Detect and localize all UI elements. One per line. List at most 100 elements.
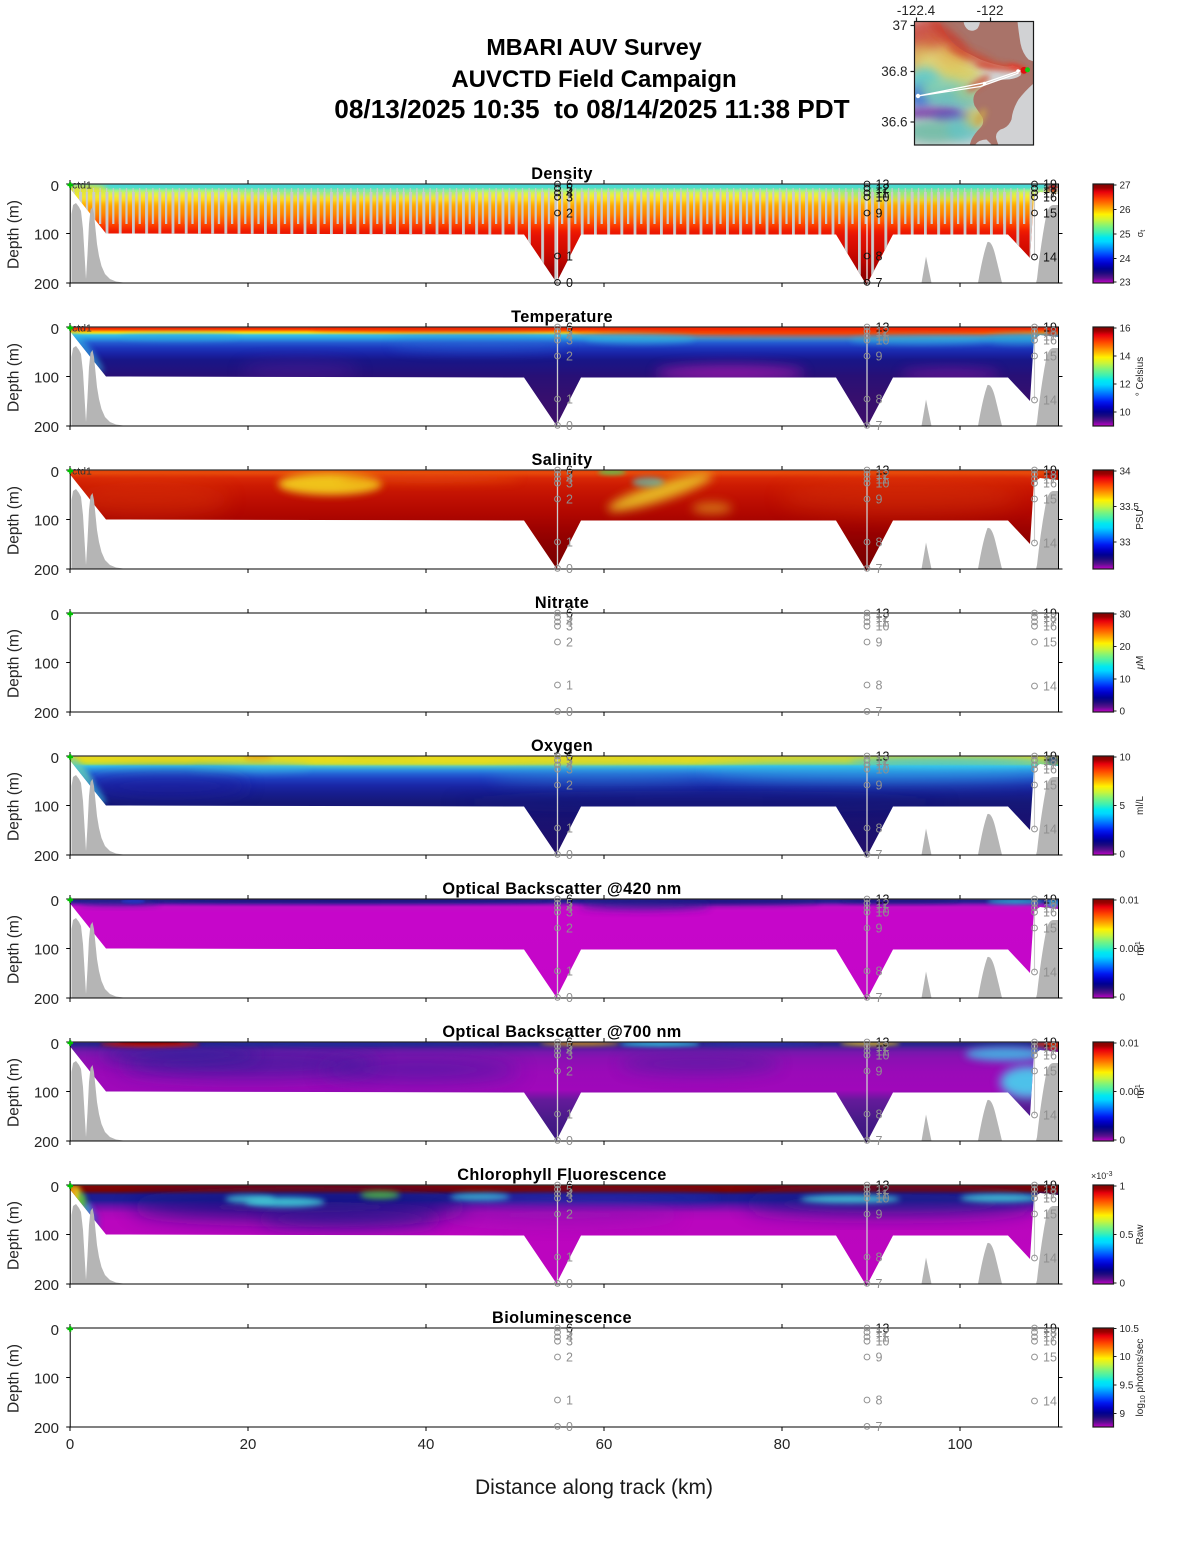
svg-text:5: 5 bbox=[566, 182, 573, 196]
svg-text:3: 3 bbox=[566, 1335, 573, 1349]
svg-text:12: 12 bbox=[876, 611, 890, 625]
svg-text:6: 6 bbox=[566, 1036, 573, 1050]
svg-text:0: 0 bbox=[566, 1134, 573, 1148]
svg-text:17: 17 bbox=[1043, 1187, 1057, 1201]
svg-text:4: 4 bbox=[566, 901, 573, 915]
svg-text:1: 1 bbox=[566, 250, 573, 264]
svg-text:10: 10 bbox=[876, 334, 890, 348]
svg-text:8: 8 bbox=[876, 965, 883, 979]
svg-text:100: 100 bbox=[34, 1371, 59, 1388]
svg-text:19: 19 bbox=[1043, 178, 1057, 192]
svg-text:7: 7 bbox=[876, 276, 883, 290]
svg-text:10: 10 bbox=[1120, 1352, 1132, 1363]
svg-text:11: 11 bbox=[876, 329, 889, 343]
svg-text:Optical Backscatter @420 nm: Optical Backscatter @420 nm bbox=[442, 880, 681, 898]
svg-text:6: 6 bbox=[566, 893, 573, 907]
svg-text:6: 6 bbox=[566, 321, 573, 335]
svg-text:3: 3 bbox=[566, 763, 573, 777]
svg-text:12: 12 bbox=[876, 182, 890, 196]
svg-text:14: 14 bbox=[1043, 394, 1057, 408]
svg-text:200: 200 bbox=[34, 1134, 59, 1151]
svg-text:11: 11 bbox=[876, 472, 889, 486]
svg-text:26: 26 bbox=[1120, 205, 1132, 216]
svg-text:ml/L: ml/L bbox=[1135, 796, 1146, 815]
svg-text:3: 3 bbox=[566, 477, 573, 491]
svg-text:15: 15 bbox=[1043, 779, 1057, 793]
svg-text:18: 18 bbox=[1043, 1183, 1057, 1197]
svg-text:2: 2 bbox=[566, 779, 573, 793]
svg-text:AUVCTD Field Campaign: AUVCTD Field Campaign bbox=[451, 66, 736, 93]
svg-text:Depth (m): Depth (m) bbox=[6, 772, 23, 841]
svg-text:17: 17 bbox=[1043, 758, 1057, 772]
svg-text:13: 13 bbox=[876, 893, 890, 907]
svg-text:0: 0 bbox=[566, 848, 573, 862]
svg-text:7: 7 bbox=[876, 991, 883, 1005]
svg-text:0: 0 bbox=[566, 705, 573, 719]
svg-text:100: 100 bbox=[34, 227, 59, 244]
svg-text:12: 12 bbox=[876, 1326, 890, 1340]
svg-text:0: 0 bbox=[566, 562, 573, 576]
svg-text:17: 17 bbox=[1043, 901, 1057, 915]
svg-text:9: 9 bbox=[876, 350, 883, 364]
svg-text:15: 15 bbox=[1043, 1351, 1057, 1365]
svg-text:0.005: 0.005 bbox=[1120, 1087, 1145, 1098]
svg-text:100: 100 bbox=[34, 799, 59, 816]
svg-text:2: 2 bbox=[566, 493, 573, 507]
svg-text:10: 10 bbox=[876, 763, 890, 777]
svg-text:0: 0 bbox=[1120, 707, 1126, 718]
svg-text:18: 18 bbox=[1043, 468, 1057, 482]
svg-text:16: 16 bbox=[1043, 1049, 1057, 1063]
svg-text:Distance along track (km): Distance along track (km) bbox=[475, 1476, 713, 1499]
svg-text:5: 5 bbox=[566, 754, 573, 768]
svg-text:14: 14 bbox=[1043, 537, 1057, 551]
svg-text:8: 8 bbox=[876, 679, 883, 693]
svg-text:19: 19 bbox=[1043, 607, 1057, 621]
svg-text:15: 15 bbox=[1043, 493, 1057, 507]
svg-text:8: 8 bbox=[876, 250, 883, 264]
svg-text:12: 12 bbox=[876, 325, 890, 339]
svg-text:100: 100 bbox=[34, 370, 59, 387]
svg-text:0: 0 bbox=[566, 991, 573, 1005]
svg-text:10: 10 bbox=[876, 906, 890, 920]
svg-text:Depth (m): Depth (m) bbox=[6, 200, 23, 269]
svg-text:15: 15 bbox=[1043, 922, 1057, 936]
svg-text:13: 13 bbox=[876, 1036, 890, 1050]
svg-text:4: 4 bbox=[566, 1044, 573, 1058]
svg-text:27: 27 bbox=[1120, 181, 1132, 192]
svg-text:11: 11 bbox=[876, 1044, 889, 1058]
svg-text:0: 0 bbox=[51, 321, 59, 338]
svg-text:14: 14 bbox=[1043, 966, 1057, 980]
svg-text:24: 24 bbox=[1120, 254, 1132, 265]
svg-text:16: 16 bbox=[1043, 477, 1057, 491]
svg-text:60: 60 bbox=[596, 1436, 613, 1453]
svg-text:80: 80 bbox=[774, 1436, 791, 1453]
svg-text:11: 11 bbox=[876, 901, 889, 915]
svg-text:08/13/2025 10:35 to 08/14/202: 08/13/2025 10:35 to 08/14/2025 11:38 PDT bbox=[334, 94, 849, 124]
svg-text:18: 18 bbox=[1043, 897, 1057, 911]
svg-text:PSU: PSU bbox=[1135, 509, 1146, 530]
svg-text:0.01: 0.01 bbox=[1120, 896, 1140, 907]
svg-text:Salinity: Salinity bbox=[531, 451, 592, 469]
svg-text:19: 19 bbox=[1043, 1179, 1057, 1193]
svg-text:16: 16 bbox=[1120, 324, 1132, 335]
svg-text:5: 5 bbox=[566, 325, 573, 339]
svg-text:1: 1 bbox=[566, 1108, 573, 1122]
svg-text:5: 5 bbox=[566, 1183, 573, 1197]
svg-text:18: 18 bbox=[1043, 1040, 1057, 1054]
svg-text:3: 3 bbox=[566, 1192, 573, 1206]
svg-text:18: 18 bbox=[1043, 1326, 1057, 1340]
svg-text:10: 10 bbox=[876, 1335, 890, 1349]
svg-text:13: 13 bbox=[876, 321, 890, 335]
svg-text:Density: Density bbox=[531, 165, 593, 183]
svg-text:12: 12 bbox=[876, 754, 890, 768]
svg-text:4: 4 bbox=[566, 1187, 573, 1201]
svg-text:17: 17 bbox=[1043, 615, 1057, 629]
svg-text:9: 9 bbox=[876, 1351, 883, 1365]
svg-text:8: 8 bbox=[876, 1251, 883, 1265]
svg-text:100: 100 bbox=[947, 1436, 972, 1453]
svg-text:-122.4: -122.4 bbox=[897, 3, 936, 18]
svg-text:100: 100 bbox=[34, 1228, 59, 1245]
svg-text:25: 25 bbox=[1120, 230, 1132, 241]
svg-text:9: 9 bbox=[876, 922, 883, 936]
svg-text:12: 12 bbox=[876, 1040, 890, 1054]
